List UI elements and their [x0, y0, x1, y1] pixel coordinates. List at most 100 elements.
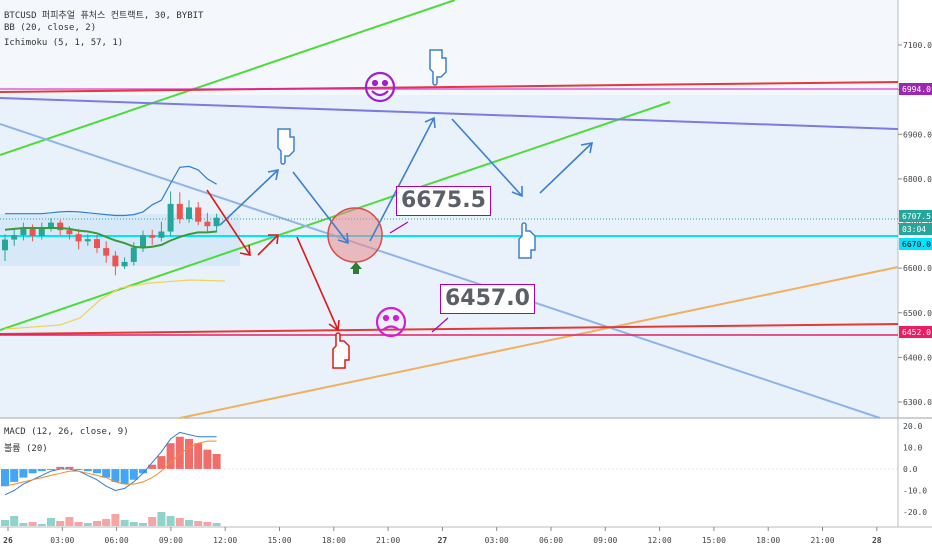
- macd-axis[interactable]: 20.0 10.0 0.0 -10.0 -20.0: [903, 422, 927, 517]
- time-tick-label: 09:00: [593, 536, 617, 545]
- candle-body: [176, 203, 183, 220]
- candle-body: [204, 221, 211, 227]
- candle-body: [149, 235, 156, 238]
- volume-bar: [139, 523, 147, 526]
- macd-histogram-bar: [129, 469, 138, 480]
- macd-histogram-bar: [194, 443, 203, 469]
- candle-body: [167, 203, 174, 232]
- macd-histogram-bar: [74, 469, 83, 470]
- time-tick-label: 15:00: [267, 536, 291, 545]
- macd-tick-label: 10.0: [903, 444, 922, 453]
- price-tick-label: 6800.0: [903, 175, 932, 184]
- candle-body: [48, 222, 54, 228]
- candle-body: [112, 255, 119, 267]
- volume-legend[interactable]: 볼륨 (20): [4, 444, 48, 454]
- time-tick-label: 28: [872, 536, 882, 545]
- volume-bar: [203, 522, 212, 526]
- bearish-projection-arrows: [206, 189, 340, 332]
- macd-legend[interactable]: MACD (12, 26, close, 9): [4, 427, 129, 437]
- volume-bar: [157, 512, 166, 526]
- volume-bar: [47, 518, 55, 526]
- macd-histogram-bar: [10, 469, 19, 482]
- price-tick-label: 6900.0: [903, 130, 932, 139]
- price-badge: [899, 210, 932, 222]
- lower-price-callout[interactable]: 6457.0: [440, 284, 535, 314]
- current-zone-shade: [0, 214, 240, 266]
- volume-bar: [194, 521, 203, 526]
- time-tick-label: 15:00: [702, 536, 726, 545]
- time-tick-label: 21:00: [810, 536, 834, 545]
- volume-bar: [212, 523, 221, 526]
- time-tick-label: 03:00: [485, 536, 509, 545]
- macd-histogram-bar: [47, 469, 55, 470]
- ichimoku-legend[interactable]: Ichimoku (5, 1, 57, 1): [4, 38, 124, 48]
- candlestick-series: [2, 191, 220, 276]
- indicator-line: [4, 227, 217, 249]
- upper-price-callout[interactable]: 6675.5: [396, 186, 491, 216]
- time-tick-label: 12:00: [648, 536, 672, 545]
- up-arrow-marker-icon: [350, 262, 362, 274]
- purple-resistance-line: [0, 97, 899, 130]
- volume-bar: [56, 521, 65, 526]
- macd-histogram-bar: [212, 453, 221, 469]
- macd-histogram-bar: [157, 456, 166, 469]
- volume-bar: [111, 514, 120, 526]
- time-axis[interactable]: 26 03:00 06:00 09:00 12:00 15:00 18:00 21:00 27 0…: [3, 527, 882, 545]
- macd-pane: [0, 431, 898, 526]
- macd-tick-label: 20.0: [903, 422, 922, 431]
- macd-histogram-bar: [93, 469, 101, 474]
- bullish-projection-arrows: [219, 116, 594, 245]
- candle-body: [66, 230, 73, 235]
- candle-body: [121, 261, 128, 267]
- candle-body: [29, 227, 36, 236]
- time-tick-label: 18:00: [322, 536, 346, 545]
- indicator-line: [5, 165, 217, 217]
- candle-body: [84, 239, 91, 242]
- pointing-hand-up-icon-red: [332, 332, 350, 369]
- price-badge-label: 03:04: [902, 225, 926, 234]
- time-tick-label: 12:00: [213, 536, 237, 545]
- volume-bar: [10, 516, 19, 526]
- macd-histogram-bar: [175, 436, 184, 469]
- candle-body: [130, 247, 137, 262]
- price-badge: [899, 326, 932, 338]
- volume-bar: [19, 523, 28, 526]
- volume-bar: [93, 521, 101, 526]
- price-tick-label: 6300.0: [903, 398, 932, 407]
- macd-line: [4, 431, 217, 496]
- callout-connector-lower: [431, 317, 449, 333]
- price-badge-label: 6707.5: [902, 212, 931, 221]
- volume-bar: [74, 522, 83, 526]
- macd-tick-label: 0.0: [903, 465, 918, 474]
- candle-body: [195, 207, 202, 222]
- time-tick-label: 09:00: [159, 536, 183, 545]
- volume-bar: [148, 517, 157, 526]
- macd-histogram-bar: [56, 466, 65, 469]
- price-axis[interactable]: 7100.07000.06900.06800.06700.06600.06500…: [898, 41, 932, 407]
- macd-tick-label: -10.0: [903, 487, 927, 496]
- price-tick-label: 6400.0: [903, 353, 932, 362]
- pointing-hand-down-icon: [429, 49, 447, 86]
- time-tick-label: 06:00: [539, 536, 563, 545]
- time-tick-label: 21:00: [376, 536, 400, 545]
- happy-face-icon: [364, 71, 396, 103]
- bb-legend[interactable]: BB (20, close, 2): [4, 23, 97, 33]
- macd-histogram-bar: [102, 469, 111, 478]
- volume-bar: [166, 516, 175, 526]
- symbol-legend[interactable]: BTCUSD 퍼피추얼 퓨처스 컨트랙트, 30, BYBIT: [4, 11, 204, 21]
- volume-bar: [37, 524, 46, 526]
- volume-bar: [102, 519, 111, 526]
- indicator-overlays: [4, 165, 226, 330]
- price-tick-label: 7100.0: [903, 41, 932, 50]
- macd-histogram-bar: [83, 469, 92, 472]
- descending-trendline: [0, 123, 881, 419]
- candle-body: [94, 239, 100, 249]
- price-tick-label: 6500.0: [903, 309, 932, 318]
- volume-bar: [28, 522, 37, 526]
- orange-support-line: [179, 266, 899, 419]
- callout-connector-upper: [389, 221, 409, 234]
- pointing-hand-up-icon: [518, 222, 536, 259]
- pointing-hand-down-icon: [277, 128, 295, 165]
